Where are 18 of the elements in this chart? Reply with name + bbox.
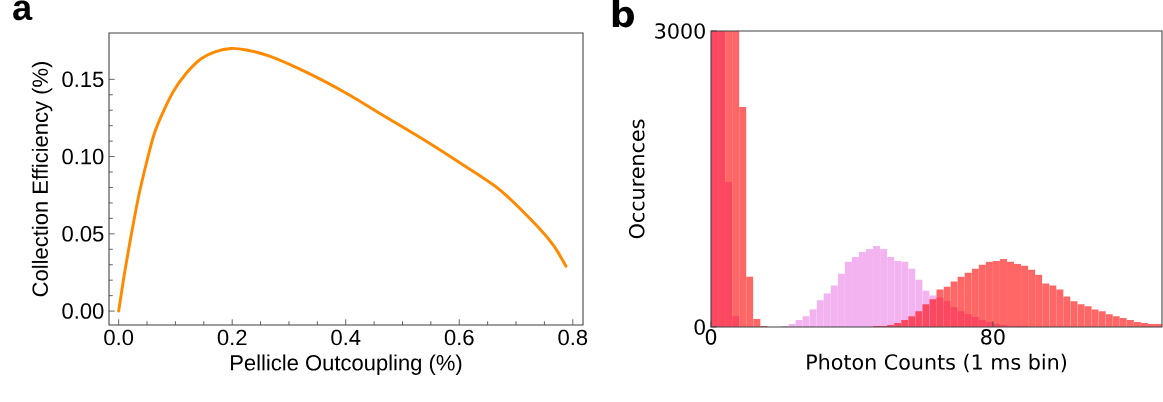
x-tick-label: 0.8: [558, 329, 588, 346]
y-tick-label: 0.00: [62, 303, 104, 319]
x-tick-label: 0: [705, 329, 717, 345]
x-tick-label: 80: [981, 329, 1005, 345]
y-axis-title: Collection Efficiency (%): [31, 62, 53, 297]
chart-title: b: [612, 0, 634, 28]
y-tick-label: 3000: [655, 23, 705, 39]
chart-title: a: [13, 0, 33, 21]
x-tick-label: 0.0: [104, 329, 134, 346]
x-tick-label: 0.4: [331, 329, 361, 346]
x-tick-label: 0.2: [217, 329, 247, 346]
x-axis-title: Photon Counts (1 ms bin): [807, 353, 1067, 373]
y-tick-label: 0.05: [62, 226, 104, 242]
x-tick-label: 0.6: [444, 329, 474, 346]
y-tick-label: 0.15: [62, 71, 104, 88]
y-axis-title: Occurences: [628, 119, 645, 239]
x-axis-title: Pellicle Outcoupling (%): [231, 354, 462, 375]
y-tick-label: 0.10: [62, 148, 104, 165]
